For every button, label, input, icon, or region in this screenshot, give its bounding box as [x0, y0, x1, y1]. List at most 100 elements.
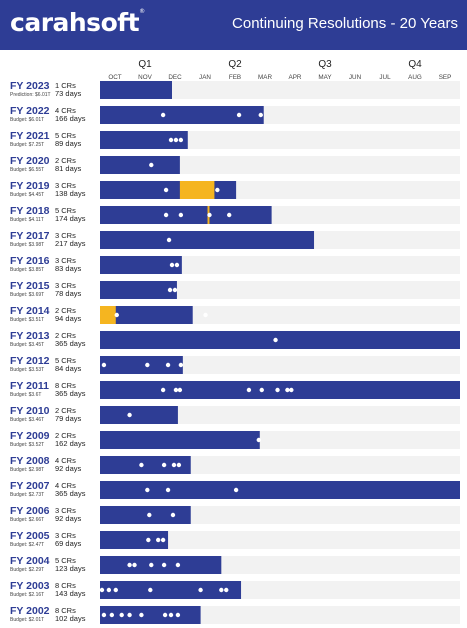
cr-days-label: 78 days: [55, 289, 82, 298]
fiscal-year-label: FY 2002: [10, 605, 50, 617]
fiscal-year-label: FY 2016: [10, 255, 50, 267]
cr-point: [236, 112, 242, 118]
cr-days-label: 162 days: [55, 439, 86, 448]
cr-count-label: 3 CRs: [55, 256, 76, 265]
cr-point: [119, 612, 124, 618]
cr-days-label: 102 days: [55, 614, 86, 623]
budget-label: Budget: $6.01T: [10, 117, 44, 123]
quarter-label: Q3: [318, 59, 332, 70]
cr-point: [145, 362, 150, 368]
cr-duration-bar: [100, 81, 172, 99]
budget-label: Budget: $6.55T: [10, 167, 44, 173]
budget-label: Budget: $3.52T: [10, 442, 44, 448]
cr-count-label: 2 CRs: [55, 406, 76, 415]
cr-duration-bar: [100, 606, 201, 624]
month-label: DEC: [168, 74, 182, 81]
cr-duration-bar: [100, 106, 264, 124]
cr-duration-bar: [100, 431, 260, 449]
continuing-resolutions-chart: Q1 Q2 Q3 Q4 OCT NOV DEC JAN FEB MAR APR MAY JUN JUL AU…: [10, 59, 460, 624]
cr-count-label: 2 CRs: [55, 156, 76, 165]
fiscal-year-label: FY 2009: [10, 430, 50, 442]
row-track: [100, 81, 460, 99]
cr-point: [175, 612, 181, 618]
cr-point: [224, 587, 229, 593]
cr-count-label: 2 CRs: [55, 306, 76, 315]
cr-duration-bar: [100, 156, 180, 174]
cr-count-label: 8 CRs: [55, 606, 76, 615]
cr-point: [173, 387, 179, 393]
cr-duration-bar: [100, 256, 182, 274]
month-label: JUL: [379, 74, 391, 81]
cr-count-label: 5 CRs: [55, 131, 76, 140]
cr-count-label: 4 CRs: [55, 481, 76, 490]
cr-days-label: 94 days: [55, 314, 82, 323]
cr-count-label: 5 CRs: [55, 556, 76, 565]
shutdown-segment: [100, 306, 116, 324]
cr-point: [161, 562, 167, 568]
cr-point: [203, 312, 208, 318]
cr-point: [162, 612, 168, 618]
cr-count-label: 5 CRs: [55, 206, 76, 215]
cr-point: [146, 537, 151, 543]
row-track: [100, 256, 460, 274]
fiscal-year-label: FY 2023: [10, 80, 50, 92]
cr-days-label: 365 days: [55, 489, 86, 498]
budget-label: Budget: $3.85T: [10, 267, 44, 273]
cr-point: [246, 387, 252, 393]
budget-label: Budget: $2.16T: [10, 592, 44, 598]
fiscal-year-label: FY 2005: [10, 530, 50, 542]
cr-count-label: 4 CRs: [55, 456, 76, 465]
budget-label: Budget: $3.69T: [10, 292, 44, 298]
cr-duration-bar: [100, 481, 460, 499]
cr-days-label: 365 days: [55, 339, 86, 348]
fiscal-year-label: FY 2012: [10, 355, 50, 367]
quarter-label: Q1: [138, 59, 152, 70]
budget-label: Budget: $3.98T: [10, 242, 44, 248]
cr-point: [177, 387, 183, 393]
fiscal-year-label: FY 2018: [10, 205, 50, 217]
fiscal-year-label: FY 2014: [10, 305, 50, 317]
cr-point: [127, 562, 132, 568]
cr-point: [109, 612, 115, 618]
cr-point: [169, 262, 175, 268]
cr-point: [155, 537, 161, 543]
month-label: AUG: [408, 74, 422, 81]
cr-point: [149, 162, 154, 168]
fiscal-year-label: FY 2022: [10, 105, 50, 117]
cr-days-label: 81 days: [55, 164, 82, 173]
budget-label: Budget: $4.45T: [10, 192, 44, 198]
cr-duration-bar: [100, 506, 191, 524]
cr-point: [127, 612, 132, 618]
month-label: JUN: [349, 74, 362, 81]
budget-label: Budget: $2.01T: [10, 617, 44, 623]
month-label: SEP: [439, 74, 452, 81]
cr-point: [167, 287, 173, 293]
cr-days-label: 143 days: [55, 589, 86, 598]
cr-point: [101, 612, 107, 618]
cr-point: [161, 462, 167, 468]
cr-point: [256, 437, 261, 443]
cr-duration-bar: [100, 356, 183, 374]
cr-point: [207, 212, 212, 218]
cr-duration-bar: [100, 331, 460, 349]
cr-point: [198, 587, 203, 593]
fiscal-year-label: FY 2008: [10, 455, 50, 467]
budget-label: Budget: $3.51T: [10, 317, 44, 323]
cr-duration-bar: [100, 581, 242, 599]
carahsoft-logo: carahsoft®: [10, 8, 145, 37]
cr-point: [178, 362, 184, 368]
month-label: MAY: [318, 74, 332, 81]
budget-label: Budget: $2.29T: [10, 567, 44, 573]
cr-duration-bar: [100, 531, 169, 549]
fiscal-year-label: FY 2013: [10, 330, 50, 342]
cr-point: [259, 387, 264, 393]
budget-label: Budget: $3.53T: [10, 367, 44, 373]
cr-count-label: 5 CRs: [55, 356, 76, 365]
cr-duration-bar: [100, 406, 178, 424]
cr-point: [160, 387, 166, 393]
quarter-label: Q4: [408, 59, 422, 70]
cr-point: [114, 312, 119, 318]
cr-point: [227, 212, 232, 218]
cr-point: [149, 562, 154, 568]
month-label: MAR: [258, 74, 272, 81]
